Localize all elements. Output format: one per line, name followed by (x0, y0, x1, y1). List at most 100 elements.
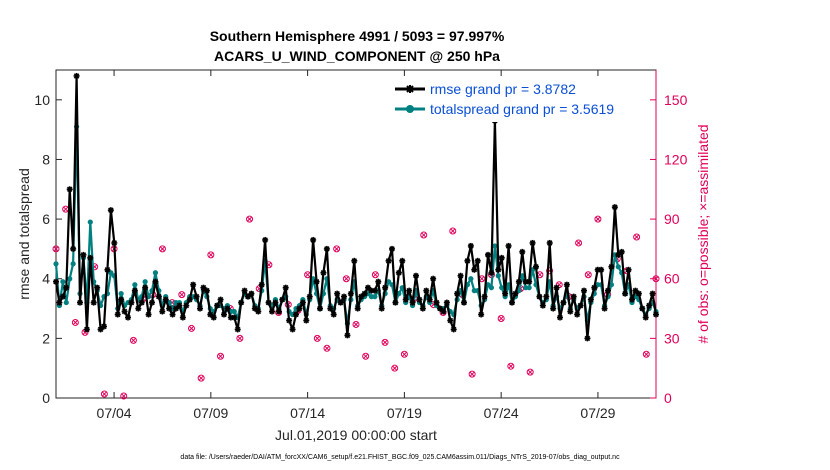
rmse-point (502, 290, 509, 297)
obs-assimilated-marker (353, 321, 359, 328)
obs-possible-marker (120, 392, 128, 400)
y-right-tick-label: 150 (664, 92, 688, 108)
rmse-point (275, 308, 282, 315)
rmse-point (125, 314, 131, 321)
obs-assimilated-marker (363, 353, 369, 359)
obs-assimilated-marker (401, 351, 407, 357)
rmse-point (334, 290, 341, 297)
rmse-point (269, 308, 275, 315)
obs-assimilated-marker (479, 276, 485, 282)
obs-possible-marker (313, 334, 321, 342)
obs-assimilated-marker (498, 315, 504, 322)
rmse-point (409, 299, 416, 306)
rmse-point (543, 293, 550, 300)
rmse-point (77, 299, 83, 306)
rmse-point (221, 311, 227, 318)
x-tick-label: 07/29 (580, 405, 615, 421)
rmse-point (70, 245, 77, 252)
totalspread-point (152, 270, 159, 276)
obs-possible-marker (497, 314, 505, 322)
rmse-point (560, 299, 567, 306)
y-right-tick-label: 0 (664, 390, 672, 406)
rmse-point (104, 266, 111, 273)
rmse-point (121, 308, 128, 315)
rmse-point (553, 284, 560, 291)
rmse-point (135, 305, 142, 312)
obs-assimilated-marker (653, 276, 659, 282)
obs-possible-marker (236, 334, 244, 342)
obs-possible-marker (526, 368, 534, 376)
obs-assimilated-marker (208, 252, 214, 258)
rmse-point (303, 317, 310, 324)
rmse-point (59, 293, 66, 300)
totalspread-point (60, 279, 66, 285)
rmse-point (653, 311, 659, 318)
rmse-point (570, 293, 577, 300)
obs-possible-marker (217, 352, 225, 360)
obs-possible-marker (633, 233, 641, 241)
totalspread-point (488, 285, 495, 291)
rmse-point (481, 293, 488, 300)
x-tick-label: 07/04 (97, 405, 132, 421)
rmse-point (155, 293, 162, 300)
rmse-point (176, 302, 183, 309)
rmse-point (313, 278, 320, 285)
rmse-point (450, 326, 457, 333)
y-axis-right-label: # of obs: o=possible; ×=assimilated (695, 124, 711, 343)
rmse-point (210, 314, 217, 321)
rmse-point (515, 278, 522, 285)
rmse-point (550, 305, 557, 312)
rmse-point (293, 311, 299, 318)
obs-possible-marker (652, 275, 660, 283)
rmse-point (286, 317, 293, 324)
obs-possible-marker (575, 239, 583, 247)
totalspread-point (142, 279, 148, 285)
rmse-point (217, 296, 224, 303)
rmse-point (461, 299, 467, 306)
rmse-point (173, 305, 179, 312)
rmse-point (262, 236, 269, 243)
rmse-point (591, 284, 598, 291)
rmse-point (382, 284, 389, 291)
obs-possible-marker (207, 251, 215, 259)
rmse-point (238, 299, 245, 306)
obs-possible-marker (594, 215, 602, 223)
rmse-point (385, 257, 392, 264)
rmse-point (231, 314, 238, 321)
rmse-point (351, 257, 358, 264)
y-axis-right: 0 30 60 90 120 150 (650, 70, 688, 406)
obs-assimilated-marker (392, 365, 398, 371)
rmse-point (56, 299, 63, 306)
obs-possible-marker (400, 350, 408, 358)
rmse-point (190, 281, 197, 288)
rmse-point (546, 239, 553, 246)
data-file-footer: data file: /Users/raeder/DAI/ATM_forcXX/… (180, 454, 620, 461)
rmse-point (347, 290, 354, 297)
totalspread-point (63, 299, 69, 306)
rmse-point (605, 287, 611, 294)
obs-assimilated-marker (237, 335, 243, 341)
y-axis-left: 0 2 4 6 8 10 (34, 92, 62, 406)
obs-assimilated-marker (382, 339, 388, 345)
rmse-point (354, 305, 361, 312)
rmse-point (63, 284, 70, 291)
obs-possible-marker (100, 390, 108, 398)
rmse-point (114, 311, 121, 318)
rmse-point (505, 242, 512, 249)
rmse-point (509, 299, 515, 306)
totalspread-point (615, 264, 621, 270)
rmse-point (433, 299, 440, 306)
rmse-point (234, 326, 241, 333)
obs-assimilated-marker (314, 335, 320, 341)
obs-assimilated-marker (469, 371, 475, 377)
obs-assimilated-marker (334, 246, 340, 252)
rmse-point (296, 305, 303, 312)
obs-assimilated-marker (53, 246, 59, 252)
rmse-point (265, 299, 272, 306)
obs-possible-marker (362, 352, 370, 360)
obs-possible-marker (323, 344, 331, 352)
rmse-point (625, 266, 632, 273)
totalspread-point (495, 273, 501, 279)
rmse-point (118, 296, 125, 303)
